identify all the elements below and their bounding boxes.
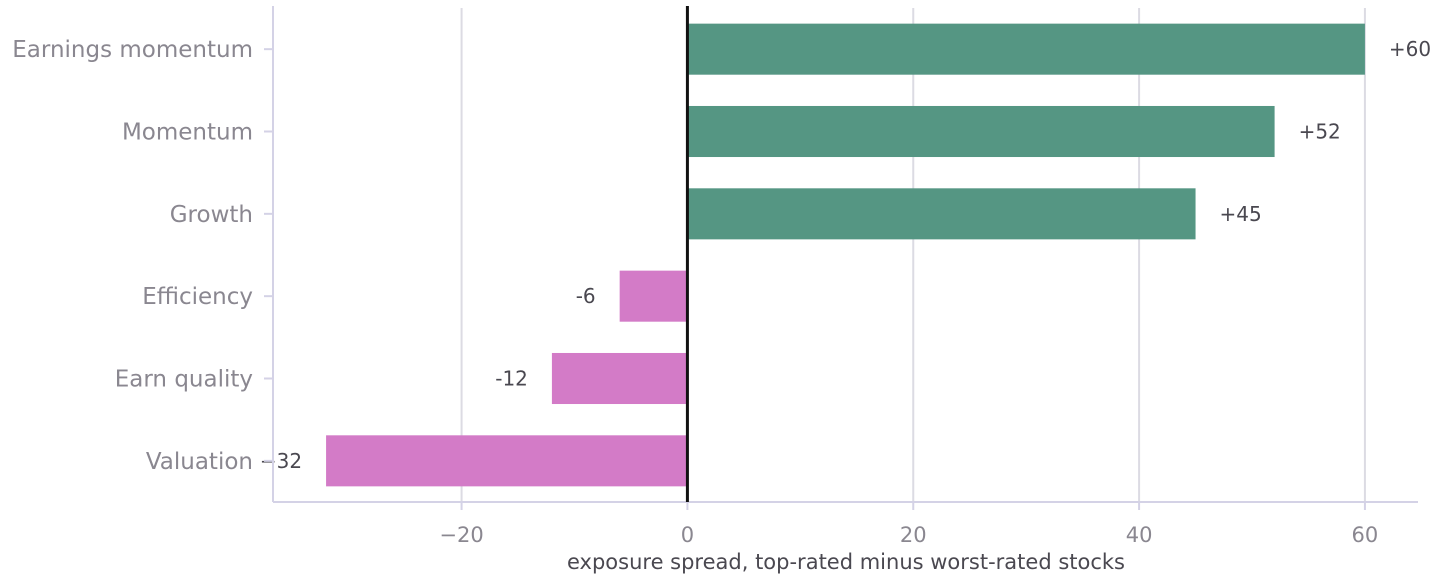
bar (687, 23, 1365, 75)
category-label: Earn quality (115, 367, 253, 393)
x-tick-label: −20 (439, 523, 483, 547)
category-labels: Earnings momentum Momentum Growth Efficienc… (12, 37, 253, 475)
x-axis-title: exposure spread, top-rated minus worst-r… (567, 550, 1125, 574)
bar-value-label: +45 (1220, 202, 1262, 226)
value-labels: +60+52+45-6-12−32 (260, 37, 1431, 473)
bars (326, 23, 1365, 487)
bar-value-label: -12 (495, 367, 528, 391)
bar-value-label: +52 (1299, 120, 1341, 144)
x-tick-label: 0 (681, 523, 694, 547)
bar (687, 188, 1196, 240)
bar (687, 105, 1275, 158)
x-tick-labels: −20 0 20 40 60 (439, 523, 1378, 547)
grid-lines (460, 8, 1366, 502)
bar (551, 352, 688, 405)
bar-value-label: +60 (1389, 37, 1431, 61)
category-label: Valuation (146, 449, 253, 475)
category-label: Momentum (122, 120, 253, 146)
x-tick-label: 60 (1352, 523, 1379, 547)
axes (264, 6, 1418, 510)
x-tick-label: 20 (900, 523, 927, 547)
bar-value-label: -6 (576, 284, 596, 308)
bar (619, 270, 688, 322)
bar (326, 435, 688, 487)
category-label: Efficiency (142, 284, 253, 310)
category-label: Earnings momentum (12, 37, 253, 63)
category-label: Growth (170, 202, 253, 228)
x-tick-label: 40 (1126, 523, 1153, 547)
